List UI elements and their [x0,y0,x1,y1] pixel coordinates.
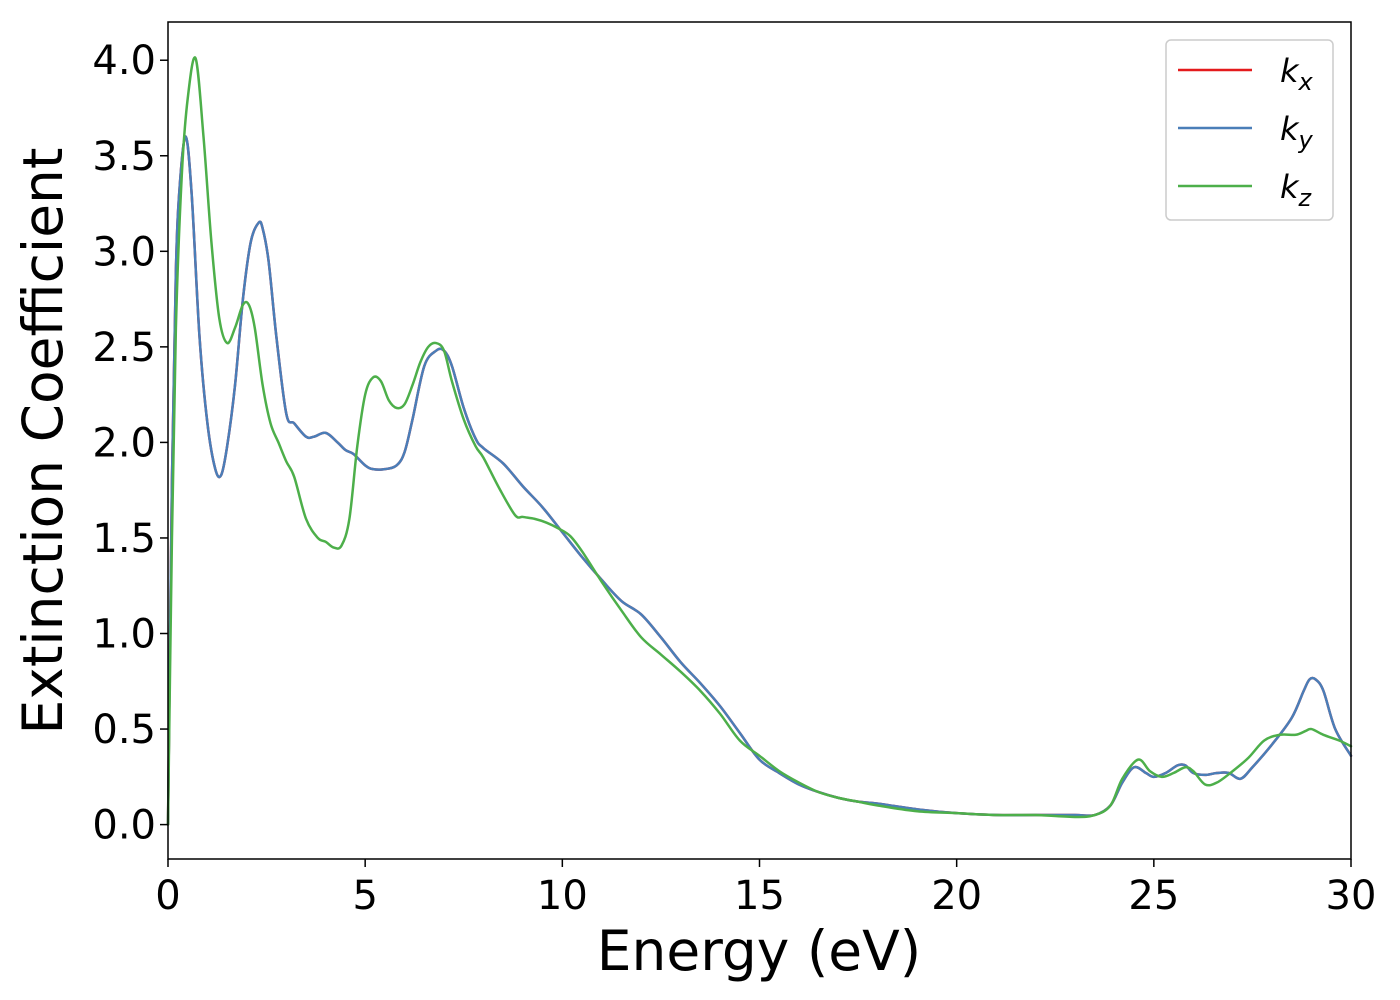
x-axis-ticks: 0 5 10 15 20 25 30 [155,859,1376,919]
x-tick-label: 30 [1326,873,1377,919]
legend-label-kx: kx [1280,52,1314,96]
y-tick-label: 2.0 [92,420,156,466]
series-line-ky [166,135,1353,826]
legend-label-kz: kz [1280,168,1313,212]
y-tick-label: 3.5 [92,134,156,180]
x-tick-label: 10 [537,873,588,919]
legend-box [1165,39,1334,221]
legend: kx ky kz [1165,39,1334,221]
y-tick-label: 1.5 [92,516,156,562]
series-line-kz [166,56,1353,826]
x-tick-label: 20 [931,873,982,919]
y-tick-label: 1.0 [92,612,156,658]
y-axis-title: Extinction Coefficient [11,148,75,735]
x-tick-label: 15 [734,873,785,919]
y-tick-label: 4.0 [92,38,156,84]
x-tick-label: 5 [352,873,377,919]
x-tick-label: 0 [155,873,180,919]
y-axis-ticks: 0.0 0.5 1.0 1.5 2.0 2.5 3.0 3.5 4.0 [92,38,168,849]
x-tick-label: 25 [1128,873,1179,919]
y-tick-label: 0.0 [92,803,156,849]
y-tick-label: 2.5 [92,325,156,371]
legend-label-ky: ky [1280,110,1314,154]
x-axis-title: Energy (eV) [597,919,921,983]
series-layer [166,56,1353,826]
y-tick-label: 0.5 [92,707,156,753]
y-tick-label: 3.0 [92,229,156,275]
